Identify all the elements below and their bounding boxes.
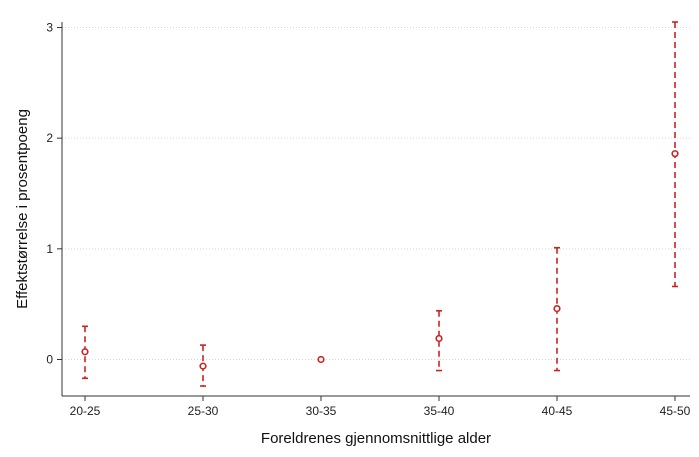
- data-marks: [81, 21, 679, 387]
- ticks: 0 1 2 3 20-25 25-30 30-35 35-40 40-45 45-50: [46, 21, 690, 418]
- x-tick-label: 45-50: [660, 404, 691, 418]
- x-axis-title: Foreldrenes gjennomsnittlige alder: [261, 430, 491, 447]
- point-estimate: [81, 348, 89, 356]
- point-estimate: [671, 150, 679, 158]
- x-tick-label: 30-35: [306, 404, 337, 418]
- y-tick-label: 1: [46, 242, 53, 256]
- point-estimate: [553, 304, 561, 313]
- point-estimate: [435, 334, 443, 343]
- y-tick-label: 2: [46, 131, 53, 145]
- point-estimate: [317, 355, 325, 364]
- axes: [61, 22, 690, 397]
- x-tick-label: 20-25: [70, 404, 101, 418]
- y-tick-label: 3: [46, 21, 53, 35]
- x-tick-label: 40-45: [542, 404, 573, 418]
- y-tick-label: 0: [46, 352, 53, 366]
- point-estimate: [199, 362, 207, 370]
- x-tick-label: 35-40: [424, 404, 455, 418]
- x-tick-label: 25-30: [188, 404, 219, 418]
- grid-lines: [62, 27, 690, 360]
- y-axis-title: Effektstørrelse i prosentpoeng: [14, 109, 31, 309]
